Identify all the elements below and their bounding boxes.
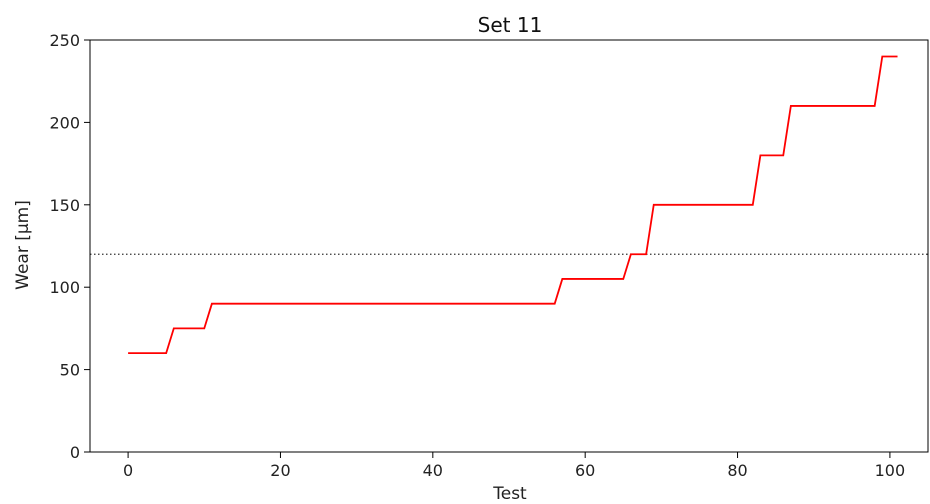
plot-frame xyxy=(89,39,929,453)
x-tick-label: 60 xyxy=(575,461,595,480)
y-tick-label: 200 xyxy=(49,113,80,132)
x-axis-label: Test xyxy=(492,484,527,504)
x-tick-label: 40 xyxy=(423,461,443,480)
series-line-0 xyxy=(128,55,898,355)
x-tick-label: 100 xyxy=(875,461,906,480)
y-tick-label: 150 xyxy=(49,196,80,215)
y-tick-label: 50 xyxy=(60,361,80,380)
y-axis-ticks: 0 50 100 150 200 250 xyxy=(49,31,90,462)
x-axis-ticks: 0 20 40 60 80 100 xyxy=(123,452,905,480)
y-tick-label: 100 xyxy=(49,278,80,297)
x-tick-label: 0 xyxy=(123,461,133,480)
x-tick-label: 20 xyxy=(270,461,290,480)
y-tick-label: 250 xyxy=(49,31,80,50)
y-axis-label: Wear [µm] xyxy=(13,200,33,290)
y-tick-label: 0 xyxy=(70,443,80,462)
x-tick-label: 80 xyxy=(727,461,747,480)
chart-title: Set 11 xyxy=(478,13,543,37)
series-group xyxy=(128,55,898,355)
